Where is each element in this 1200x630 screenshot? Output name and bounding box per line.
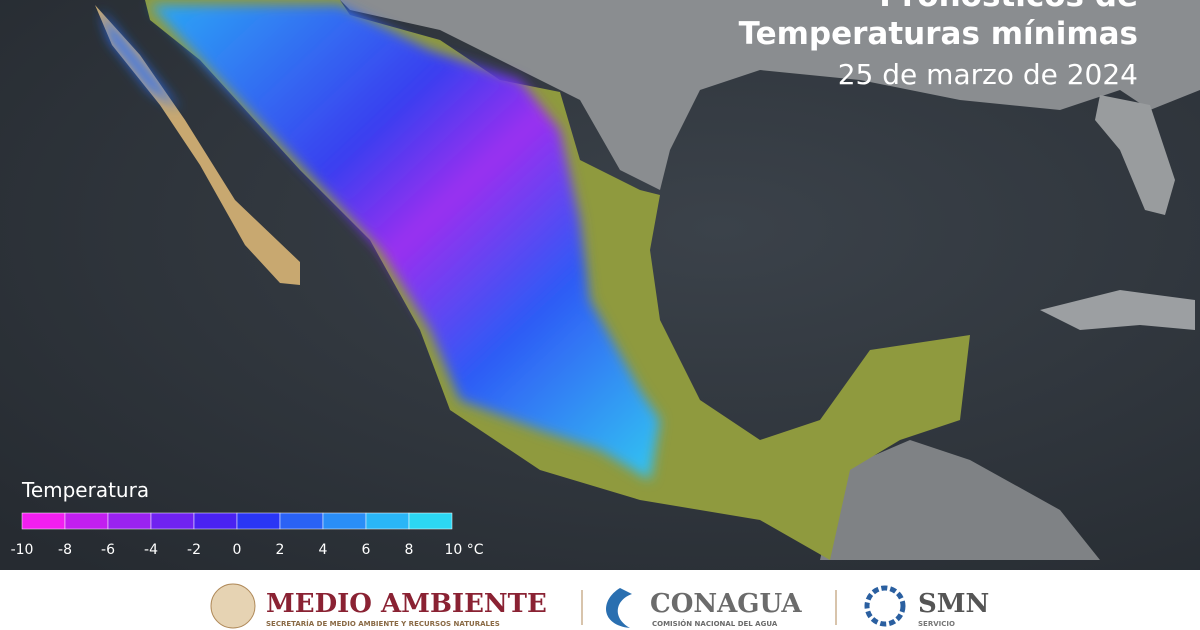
legend: -10 -8 -6 -4 -2 0 2 4 6 8 10 °C bbox=[11, 512, 484, 558]
legend-swatch bbox=[21, 512, 66, 530]
legend-tick-label: 0 bbox=[233, 542, 242, 558]
title-line1: Pronósticos de bbox=[879, 0, 1138, 14]
legend-tick-label: -8 bbox=[58, 542, 72, 558]
legend-tick-label: 10 °C bbox=[444, 542, 483, 558]
legend-swatch bbox=[150, 512, 195, 530]
legend-tick-label: -6 bbox=[101, 542, 115, 558]
florida bbox=[1095, 95, 1175, 215]
legend-tick-label: -10 bbox=[11, 542, 34, 558]
logo3-emblem bbox=[864, 585, 906, 627]
legend-swatch bbox=[236, 512, 281, 530]
legend-tick-label: 4 bbox=[319, 542, 328, 558]
footer bbox=[0, 570, 1200, 630]
cuba bbox=[1040, 290, 1195, 330]
legend-tick-label: -2 bbox=[187, 542, 201, 558]
legend-tick-label: 2 bbox=[276, 542, 285, 558]
legend-swatch bbox=[64, 512, 109, 530]
logo3-sub: SERVICIO bbox=[918, 620, 955, 628]
baja-cold-area bbox=[100, 10, 180, 110]
date: 25 de marzo de 2024 bbox=[838, 58, 1138, 91]
logo2-sub: COMISIÓN NACIONAL DEL AGUA bbox=[652, 619, 778, 628]
title-line2: Temperaturas mínimas bbox=[739, 16, 1138, 52]
logo2-emblem bbox=[606, 588, 632, 628]
logo2: CONAGUA bbox=[650, 589, 802, 619]
legend-swatch bbox=[322, 512, 367, 530]
legend-swatch bbox=[107, 512, 152, 530]
legend-tick-label: 6 bbox=[362, 542, 371, 558]
logo1-emblem bbox=[210, 583, 256, 629]
cold-area bbox=[150, 5, 660, 480]
logo3: SMN bbox=[918, 589, 989, 619]
legend-tick-label: -4 bbox=[144, 542, 158, 558]
logo1-sub: SECRETARÍA DE MEDIO AMBIENTE Y RECURSOS … bbox=[266, 619, 500, 628]
legend-swatch bbox=[408, 512, 453, 530]
legend-swatch bbox=[193, 512, 238, 530]
legend-swatch bbox=[279, 512, 324, 530]
central-america bbox=[820, 440, 1100, 560]
legend-tick-label: 8 bbox=[405, 542, 414, 558]
legend-swatch bbox=[365, 512, 410, 530]
legend-title: Temperatura bbox=[21, 478, 149, 502]
logo1: MEDIO AMBIENTE bbox=[266, 589, 547, 619]
usa bbox=[340, 0, 1200, 190]
